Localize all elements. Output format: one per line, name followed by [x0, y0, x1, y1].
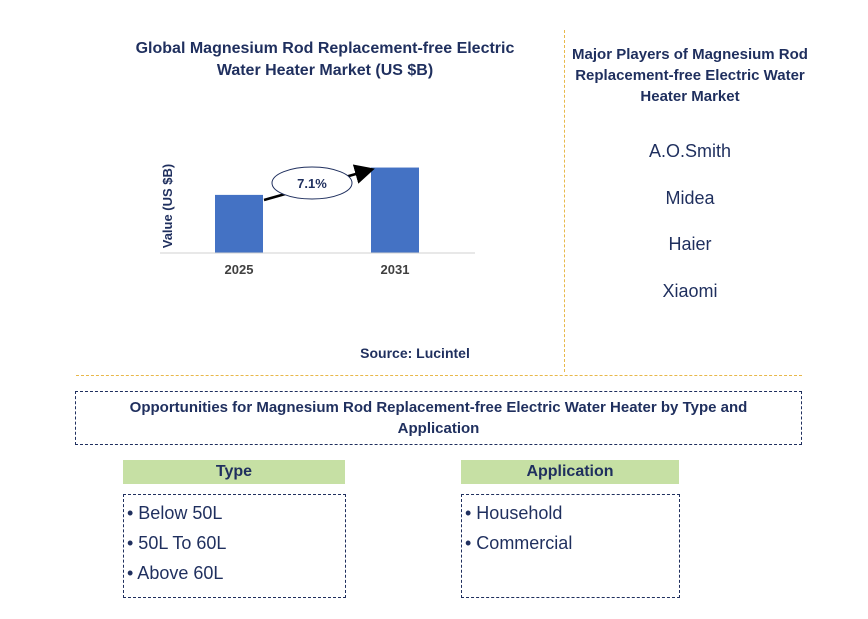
application-item: • Commercial [465, 533, 573, 553]
application-list: • Household • Commercial [461, 494, 680, 598]
opportunities-title: Opportunities for Magnesium Rod Replacem… [75, 391, 802, 445]
type-item: • Above 60L [127, 563, 224, 583]
vertical-divider [564, 30, 565, 372]
type-list: • Below 50L • 50L To 60L • Above 60L [123, 494, 346, 598]
player-item: Haier [668, 234, 712, 254]
x-tick-label: 2025 [225, 262, 254, 277]
player-item: Midea [665, 188, 715, 208]
players-title: Major Players of Magnesium Rod Replaceme… [572, 46, 808, 105]
type-item: • Below 50L [127, 503, 223, 523]
cagr-label: 7.1% [297, 176, 327, 191]
source-label: Source: Lucintel [360, 345, 470, 361]
application-header: Application [461, 460, 679, 484]
player-item: Xiaomi [662, 281, 718, 301]
chart-title: Global Magnesium Rod Replacement-free El… [135, 40, 515, 79]
y-axis-label: Value (US $B) [160, 164, 175, 249]
bar-chart: Value (US $B) 2025 2031 7.1% [160, 164, 475, 277]
application-item: • Household [465, 503, 563, 523]
cagr-bubble [271, 166, 353, 200]
x-tick-label: 2031 [381, 262, 410, 277]
horizontal-divider [76, 375, 802, 376]
bar-2031 [371, 167, 419, 253]
type-item: • 50L To 60L [127, 533, 227, 553]
type-header: Type [123, 460, 345, 484]
player-item: A.O.Smith [648, 141, 732, 161]
bar-2025 [215, 194, 263, 253]
